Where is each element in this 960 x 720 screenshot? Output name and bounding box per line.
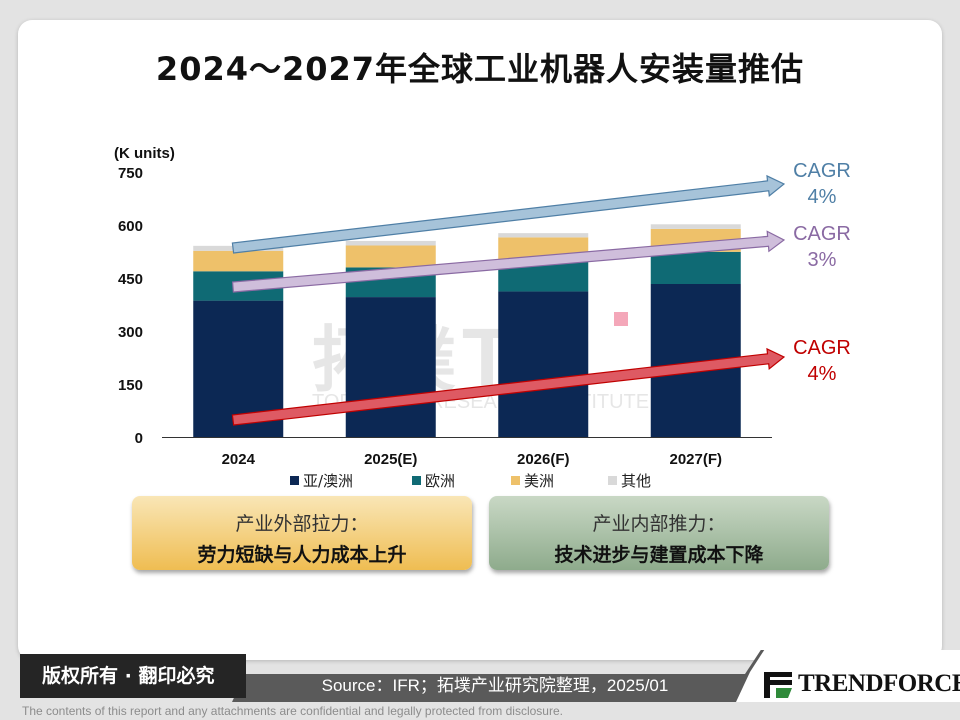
legend-label: 美洲 xyxy=(524,472,554,490)
x-axis: 2024 2025(E) 2026(F) 2027(F) xyxy=(162,437,772,468)
bar-3-series-1 xyxy=(498,291,589,437)
internal-push-text: 技术进步与建置成本下降 xyxy=(554,544,764,566)
external-pull-title: 产业外部拉力： xyxy=(235,513,369,535)
cagr-label: CAGR xyxy=(793,337,851,359)
cagr-arrow-2 xyxy=(231,230,786,293)
legend: 亚/澳洲 欧洲 美洲 其他 xyxy=(290,472,651,490)
cagr-label: CAGR xyxy=(793,160,851,182)
bar-3-series-4 xyxy=(498,233,589,238)
internal-push-box: 产业内部推力： 技术进步与建置成本下降 xyxy=(489,496,829,570)
trendforce-logo-text: TRENDFORCE xyxy=(798,670,960,697)
legend-label: 亚/澳洲 xyxy=(303,472,353,490)
cagr-arrows: CAGR 4% CAGR 3% CAGR 4% xyxy=(231,160,851,426)
y-tick-label: 0 xyxy=(135,430,143,447)
external-pull-box: 产业外部拉力： 劳力短缺与人力成本上升 xyxy=(132,496,472,570)
source-note: Source：IFR；拓墣产业研究院整理，2025/01 xyxy=(321,676,669,695)
stacked-bar-chart: 拓墣 TRi TOPOLOGY RESEARCH INSTITUTE 01503… xyxy=(114,145,851,490)
x-tick-label: 2027(F) xyxy=(669,451,722,468)
page-title: 2024～2027年全球工业机器人安装量推估 xyxy=(155,50,805,88)
y-unit-label: (K units) xyxy=(114,145,175,162)
bar-2-series-3 xyxy=(345,245,436,268)
external-pull-text: 劳力短缺与人力成本上升 xyxy=(197,544,407,566)
legend-swatch xyxy=(290,476,299,485)
x-tick-label: 2025(E) xyxy=(364,451,417,468)
legend-label: 欧洲 xyxy=(425,472,455,490)
y-tick-label: 150 xyxy=(118,377,143,394)
y-tick-label: 600 xyxy=(118,218,143,235)
cagr-label: CAGR xyxy=(793,223,851,245)
bar-1-series-3 xyxy=(193,250,284,272)
bar-2-series-4 xyxy=(345,240,436,246)
y-tick-label: 300 xyxy=(118,324,143,341)
legend-swatch xyxy=(511,476,520,485)
disclaimer: The contents of this report and any atta… xyxy=(22,704,563,718)
x-tick-label: 2026(F) xyxy=(517,451,570,468)
cagr-value: 3% xyxy=(808,249,837,271)
legend-swatch xyxy=(412,476,421,485)
bar-2-series-1 xyxy=(345,297,436,437)
y-tick-label: 450 xyxy=(118,271,143,288)
copyright-label: 版权所有 · 翻印必究 xyxy=(20,654,246,698)
legend-label: 其他 xyxy=(621,472,651,490)
cagr-value: 4% xyxy=(808,363,837,385)
trendforce-logo-icon xyxy=(764,672,792,698)
x-tick-label: 2024 xyxy=(222,451,256,468)
cagr-value: 4% xyxy=(808,186,837,208)
internal-push-title: 产业内部推力： xyxy=(592,513,726,535)
watermark-dot xyxy=(614,312,628,326)
y-tick-label: 750 xyxy=(118,165,143,182)
cagr-arrow-3 xyxy=(231,347,786,426)
bar-4-series-2 xyxy=(650,251,741,285)
cagr-arrow-1 xyxy=(231,174,786,254)
y-axis: 0 150 300 450 600 750 (K units) xyxy=(114,145,175,447)
legend-swatch xyxy=(608,476,617,485)
bar-4-series-4 xyxy=(650,224,741,229)
